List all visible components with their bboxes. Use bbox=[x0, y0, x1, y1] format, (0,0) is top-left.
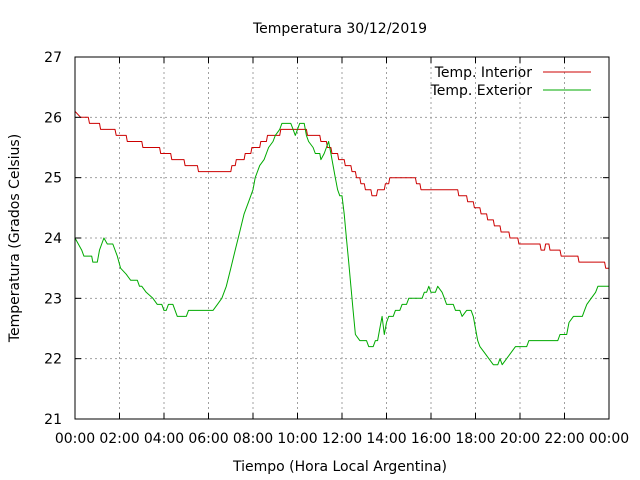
x-tick-label: 20:00 bbox=[500, 431, 540, 447]
y-tick-label: 25 bbox=[44, 171, 62, 187]
y-tick-label: 21 bbox=[44, 412, 62, 428]
x-tick-label: 10:00 bbox=[277, 431, 317, 447]
x-axis-label: Tiempo (Hora Local Argentina) bbox=[232, 459, 447, 475]
y-tick-label: 22 bbox=[44, 352, 62, 368]
series-layer bbox=[74, 110, 609, 366]
legend: Temp. Interior Temp. Exterior bbox=[430, 65, 591, 99]
chart-title: Temperatura 30/12/2019 bbox=[252, 21, 427, 37]
y-tick-label: 26 bbox=[44, 110, 62, 126]
x-tick-label: 08:00 bbox=[233, 431, 273, 447]
x-tick-label: 00:00 bbox=[55, 431, 95, 447]
x-tick-label: 22:00 bbox=[544, 431, 584, 447]
x-tick-label: 18:00 bbox=[455, 431, 495, 447]
series-line-exterior bbox=[74, 122, 609, 366]
x-tick-label: 02:00 bbox=[99, 431, 139, 447]
legend-label: Temp. Interior bbox=[434, 65, 533, 81]
x-tick-label: 14:00 bbox=[366, 431, 406, 447]
y-tick-label: 23 bbox=[44, 291, 62, 307]
y-tick-label: 24 bbox=[44, 231, 62, 247]
x-tick-label: 06:00 bbox=[188, 431, 228, 447]
x-tick-label: 00:00 bbox=[589, 431, 629, 447]
series-line-interior bbox=[74, 110, 609, 269]
axis-ticks: 00:00 02:00 04:00 06:00 08:00 10:00 12:00 14:00… bbox=[44, 50, 629, 447]
grid-lines bbox=[75, 57, 609, 419]
legend-label: Temp. Exterior bbox=[430, 83, 533, 99]
x-tick-label: 12:00 bbox=[322, 431, 362, 447]
y-axis-label: Temperatura (Grados Celsius) bbox=[7, 134, 23, 343]
y-tick-label: 27 bbox=[44, 50, 62, 66]
x-tick-label: 16:00 bbox=[411, 431, 451, 447]
x-tick-label: 04:00 bbox=[144, 431, 184, 447]
